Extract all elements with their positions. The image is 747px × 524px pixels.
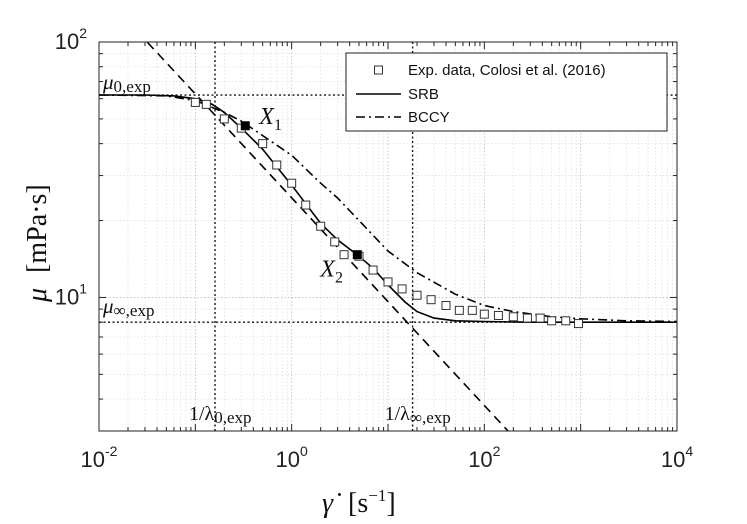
vertical-reference-label: 1/λ0,exp (189, 403, 252, 427)
legend-entry-label: Exp. data, Colosi et al. (2016) (408, 62, 606, 79)
data-point-marker (383, 277, 393, 287)
data-point-marker (426, 295, 436, 305)
y-tick-base: 10 (55, 284, 79, 309)
y-tick-exponent: 1 (79, 280, 87, 296)
x-tick-label: 10-2 (81, 443, 118, 472)
data-point-marker (330, 237, 340, 247)
reference-subscript: 0,exp (114, 77, 151, 96)
x-tick-exponent: -2 (105, 443, 118, 459)
legend-marker-sample (374, 65, 383, 75)
x-tick-base: 10 (468, 447, 492, 472)
y-tick-exponent: 2 (79, 25, 87, 41)
data-point-marker (190, 97, 200, 107)
reference-symbol: μ (102, 294, 114, 318)
data-point-marker (547, 316, 557, 326)
legend-box (345, 52, 668, 132)
data-point-marker (412, 290, 422, 300)
data-point-marker (201, 99, 211, 109)
x-tick-label: 100 (276, 443, 308, 472)
reference-subscript: ∞,exp (114, 301, 155, 320)
x-axis-symbol: γ̇ (322, 488, 341, 519)
y-tick-base: 10 (55, 29, 79, 54)
x-tick-base: 10 (81, 447, 105, 472)
special-point-label: X2 (319, 257, 343, 287)
legend: Exp. data, Colosi et al. (2016) SRB BCCY (345, 52, 668, 132)
x-tick-label: 102 (468, 443, 500, 472)
y-axis-unit: [mPa·s] (22, 184, 53, 273)
x-axis-unit: [s (348, 488, 368, 519)
data-point-marker (397, 284, 407, 294)
special-point-subscript: 2 (335, 270, 343, 287)
data-point-marker (441, 300, 451, 310)
special-point-letter: X (258, 104, 275, 130)
special-point-label: X1 (258, 104, 282, 134)
vertical-reference-label: 1/λ∞,exp (385, 403, 451, 427)
data-point-marker (258, 139, 268, 149)
special-point-letter: X (319, 257, 336, 283)
data-point-marker (339, 250, 349, 260)
x-tick-label: 104 (661, 443, 693, 472)
y-tick-label: 101 (55, 280, 87, 309)
legend-entry-label: BCCY (408, 109, 450, 126)
x-tick-exponent: 4 (685, 443, 693, 459)
x-tick-exponent: 0 (300, 443, 308, 459)
data-point-marker (508, 312, 518, 322)
data-point-marker (493, 310, 503, 320)
legend-entry-label: SRB (408, 86, 439, 103)
series-line-bccy (99, 94, 677, 323)
reference-subscript: 0,exp (214, 408, 251, 427)
data-point-marker (467, 305, 477, 315)
x-axis-unit-exp: −1 (368, 486, 386, 505)
reference-symbol: 1/λ (385, 403, 411, 425)
data-point-marker (522, 313, 532, 323)
horizontal-reference-label: μ0,exp (102, 70, 151, 96)
special-point-marker (240, 121, 250, 131)
data-point-marker (368, 265, 378, 275)
x-tick-exponent: 2 (493, 443, 501, 459)
data-point-marker (561, 316, 571, 326)
special-point-subscript: 1 (274, 117, 282, 134)
y-axis-symbol: μ (22, 288, 53, 303)
reference-symbol: μ (102, 70, 114, 94)
y-axis-title: μ [mPa·s] (22, 184, 53, 303)
x-axis-title: γ̇ [s−1] (322, 486, 396, 519)
special-point-marker (352, 250, 362, 260)
x-axis-unit-close: ] (386, 488, 395, 519)
data-point-marker (574, 319, 584, 329)
data-point-marker (479, 309, 489, 319)
data-point-marker (454, 305, 464, 315)
series-line-power-law-asymptote (146, 42, 510, 431)
reference-symbol: 1/λ (189, 403, 215, 425)
data-point-marker (287, 178, 297, 188)
horizontal-reference-label: μ∞,exp (102, 294, 154, 320)
y-tick-label: 102 (55, 25, 87, 54)
data-point-marker (301, 200, 311, 210)
data-point-marker (272, 160, 282, 170)
series-layer (99, 42, 677, 431)
x-tick-base: 10 (276, 447, 300, 472)
data-point-marker (535, 313, 545, 323)
data-point-marker (219, 114, 229, 124)
reference-subscript: ∞,exp (410, 408, 451, 427)
data-point-marker (316, 221, 326, 231)
x-tick-base: 10 (661, 447, 685, 472)
